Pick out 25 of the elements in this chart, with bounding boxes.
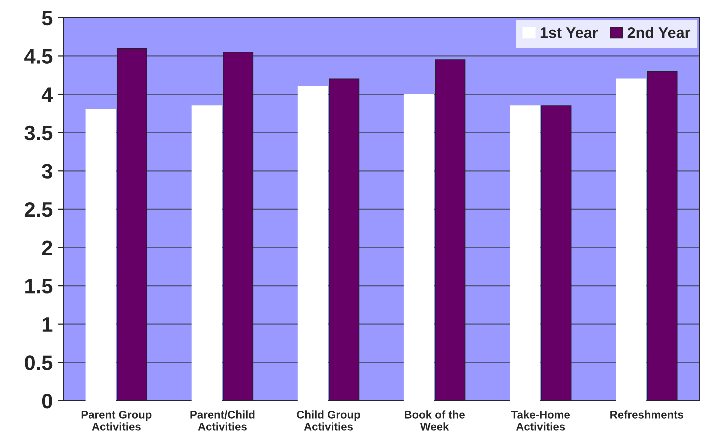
y-tick-label: 2 — [42, 240, 52, 256]
x-tick-label: Parent Group Activities — [82, 410, 152, 431]
bar — [298, 86, 328, 401]
legend-label: 1st Year — [540, 28, 598, 38]
y-tick-label: 4 — [42, 88, 54, 102]
y-tick-label: 3.5 — [24, 126, 53, 141]
bar — [404, 94, 434, 401]
x-tick-label: Child Group Activities — [297, 410, 360, 431]
x-tick-label: Parent/Child Activities — [190, 410, 255, 431]
bar — [86, 109, 116, 401]
y-tick-label: 0 — [42, 394, 52, 409]
x-tick-label: Take-Home Activities — [511, 410, 570, 431]
x-tick-label: Book of the Week — [405, 410, 465, 431]
y-tick-label: 4.5 — [24, 49, 53, 64]
bar — [510, 106, 541, 401]
legend-label: 2nd Year — [628, 27, 691, 38]
bar — [616, 78, 647, 401]
y-tick-label: 1 — [42, 318, 53, 332]
y-tick-label: 2.5 — [24, 202, 53, 218]
y-tick-label: 5 — [42, 11, 53, 26]
x-tick-label: Refreshments — [610, 410, 684, 419]
y-tick-label: 1.5 — [26, 279, 53, 294]
y-tick-label: 0.5 — [25, 356, 53, 370]
y-tick-label: 3 — [42, 164, 52, 179]
bar — [192, 106, 222, 401]
